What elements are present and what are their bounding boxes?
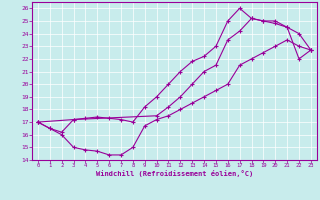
X-axis label: Windchill (Refroidissement éolien,°C): Windchill (Refroidissement éolien,°C) <box>96 170 253 177</box>
